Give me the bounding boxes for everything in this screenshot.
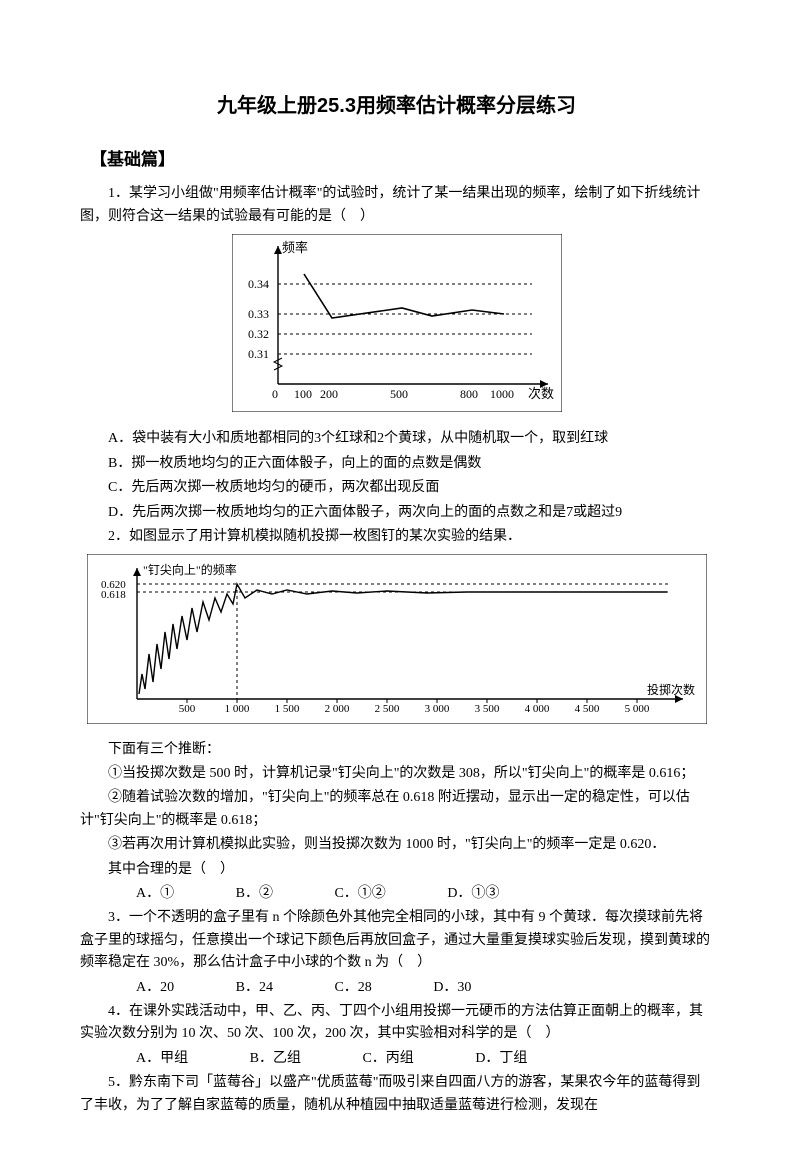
- q4-optA: A．甲组: [108, 1048, 188, 1070]
- q1-optC: C．先后两次掷一枚质地均匀的硬币，两次都出现反面: [80, 477, 713, 499]
- svg-text:2 000: 2 000: [324, 703, 349, 715]
- svg-text:0: 0: [272, 387, 278, 401]
- svg-text:投掷次数: 投掷次数: [647, 682, 695, 697]
- q2-optD: D．①③: [419, 883, 499, 905]
- q2-optB: B．②: [208, 883, 273, 905]
- svg-text:频率: 频率: [282, 240, 308, 255]
- svg-text:0.31: 0.31: [248, 347, 269, 361]
- q2-stem: 2．如图显示了用计算机模拟随机投掷一枚图钉的某次实验的结果．: [80, 526, 713, 548]
- q4-optB: B．乙组: [222, 1048, 301, 1070]
- q1-optB: B．掷一枚质地均匀的正六面体骰子，向上的面的点数是偶数: [80, 453, 713, 475]
- q3-optB: B．24: [208, 977, 273, 999]
- q2-post: 下面有三个推断：: [80, 739, 713, 761]
- svg-text:0.33: 0.33: [248, 307, 269, 321]
- svg-text:5 000: 5 000: [624, 703, 649, 715]
- svg-text:次数: 次数: [528, 386, 554, 401]
- svg-text:500: 500: [390, 387, 408, 401]
- q1-stem: 1．某学习小组做"用频率估计概率"的试验时，统计了某一结果出现的频率，绘制了如下…: [80, 183, 713, 228]
- page-title: 九年级上册25.3用频率估计概率分层练习: [80, 90, 713, 122]
- svg-text:0.618: 0.618: [101, 589, 126, 601]
- q2-c3: ③若再次用计算机模拟此实验，则当投掷次数为 1000 时，"钉尖向上"的频率一定…: [80, 834, 713, 856]
- q1-optD: D．先后两次掷一枚质地均匀的正六面体骰子，两次向上的面的点数之和是7或超过9: [80, 502, 713, 524]
- svg-text:3 000: 3 000: [424, 703, 449, 715]
- svg-text:1 000: 1 000: [224, 703, 249, 715]
- svg-text:200: 200: [320, 387, 338, 401]
- section-basic-heading: 【基础篇】: [90, 146, 713, 173]
- svg-text:1 500: 1 500: [274, 703, 299, 715]
- svg-text:"钉尖向上"的频率: "钉尖向上"的频率: [143, 562, 237, 577]
- svg-text:800: 800: [460, 387, 478, 401]
- q4-optD: D．丁组: [447, 1048, 527, 1070]
- q1-chart: 0.31 0.32 0.33 0.34 0 频率 100 200 500 800…: [232, 234, 562, 420]
- q3-optC: C．28: [306, 977, 371, 999]
- svg-text:4 000: 4 000: [524, 703, 549, 715]
- svg-text:0.34: 0.34: [248, 277, 269, 291]
- q4-stem: 4．在课外实践活动中，甲、乙、丙、丁四个小组用投掷一元硬币的方法估算正面朝上的概…: [80, 1001, 713, 1046]
- q3-optA: A．20: [108, 977, 174, 999]
- svg-text:2 500: 2 500: [374, 703, 399, 715]
- q2-c2: ②随着试验次数的增加，"钉尖向上"的频率总在 0.618 附近摆动，显示出一定的…: [80, 787, 713, 832]
- q3-optD: D．30: [405, 977, 471, 999]
- svg-text:3 500: 3 500: [474, 703, 499, 715]
- svg-text:1000: 1000: [490, 387, 514, 401]
- svg-text:4 500: 4 500: [574, 703, 599, 715]
- q2-c4: 其中合理的是（ ）: [80, 859, 713, 881]
- q5-stem: 5．黔东南下司「蓝莓谷」以盛产"优质蓝莓"而吸引来自四面八方的游客，某果农今年的…: [80, 1072, 713, 1117]
- svg-text:500: 500: [178, 703, 195, 715]
- q2-c1: ①当投掷次数是 500 时，计算机记录"钉尖向上"的次数是 308，所以"钉尖向…: [80, 763, 713, 785]
- svg-text:100: 100: [294, 387, 312, 401]
- q1-optA: A．袋中装有大小和质地都相同的3个红球和2个黄球，从中随机取一个，取到红球: [80, 428, 713, 450]
- q2-optA: A．①: [108, 883, 174, 905]
- q2-chart: 0.620 0.618 "钉尖向上"的频率 500 1 000 1 500 2 …: [87, 554, 707, 732]
- svg-text:0.32: 0.32: [248, 327, 269, 341]
- q2-optC: C．①②: [306, 883, 385, 905]
- q3-stem: 3．一个不透明的盒子里有 n 个除颜色外其他完全相同的小球，其中有 9 个黄球．…: [80, 907, 713, 974]
- q4-optC: C．丙组: [334, 1048, 413, 1070]
